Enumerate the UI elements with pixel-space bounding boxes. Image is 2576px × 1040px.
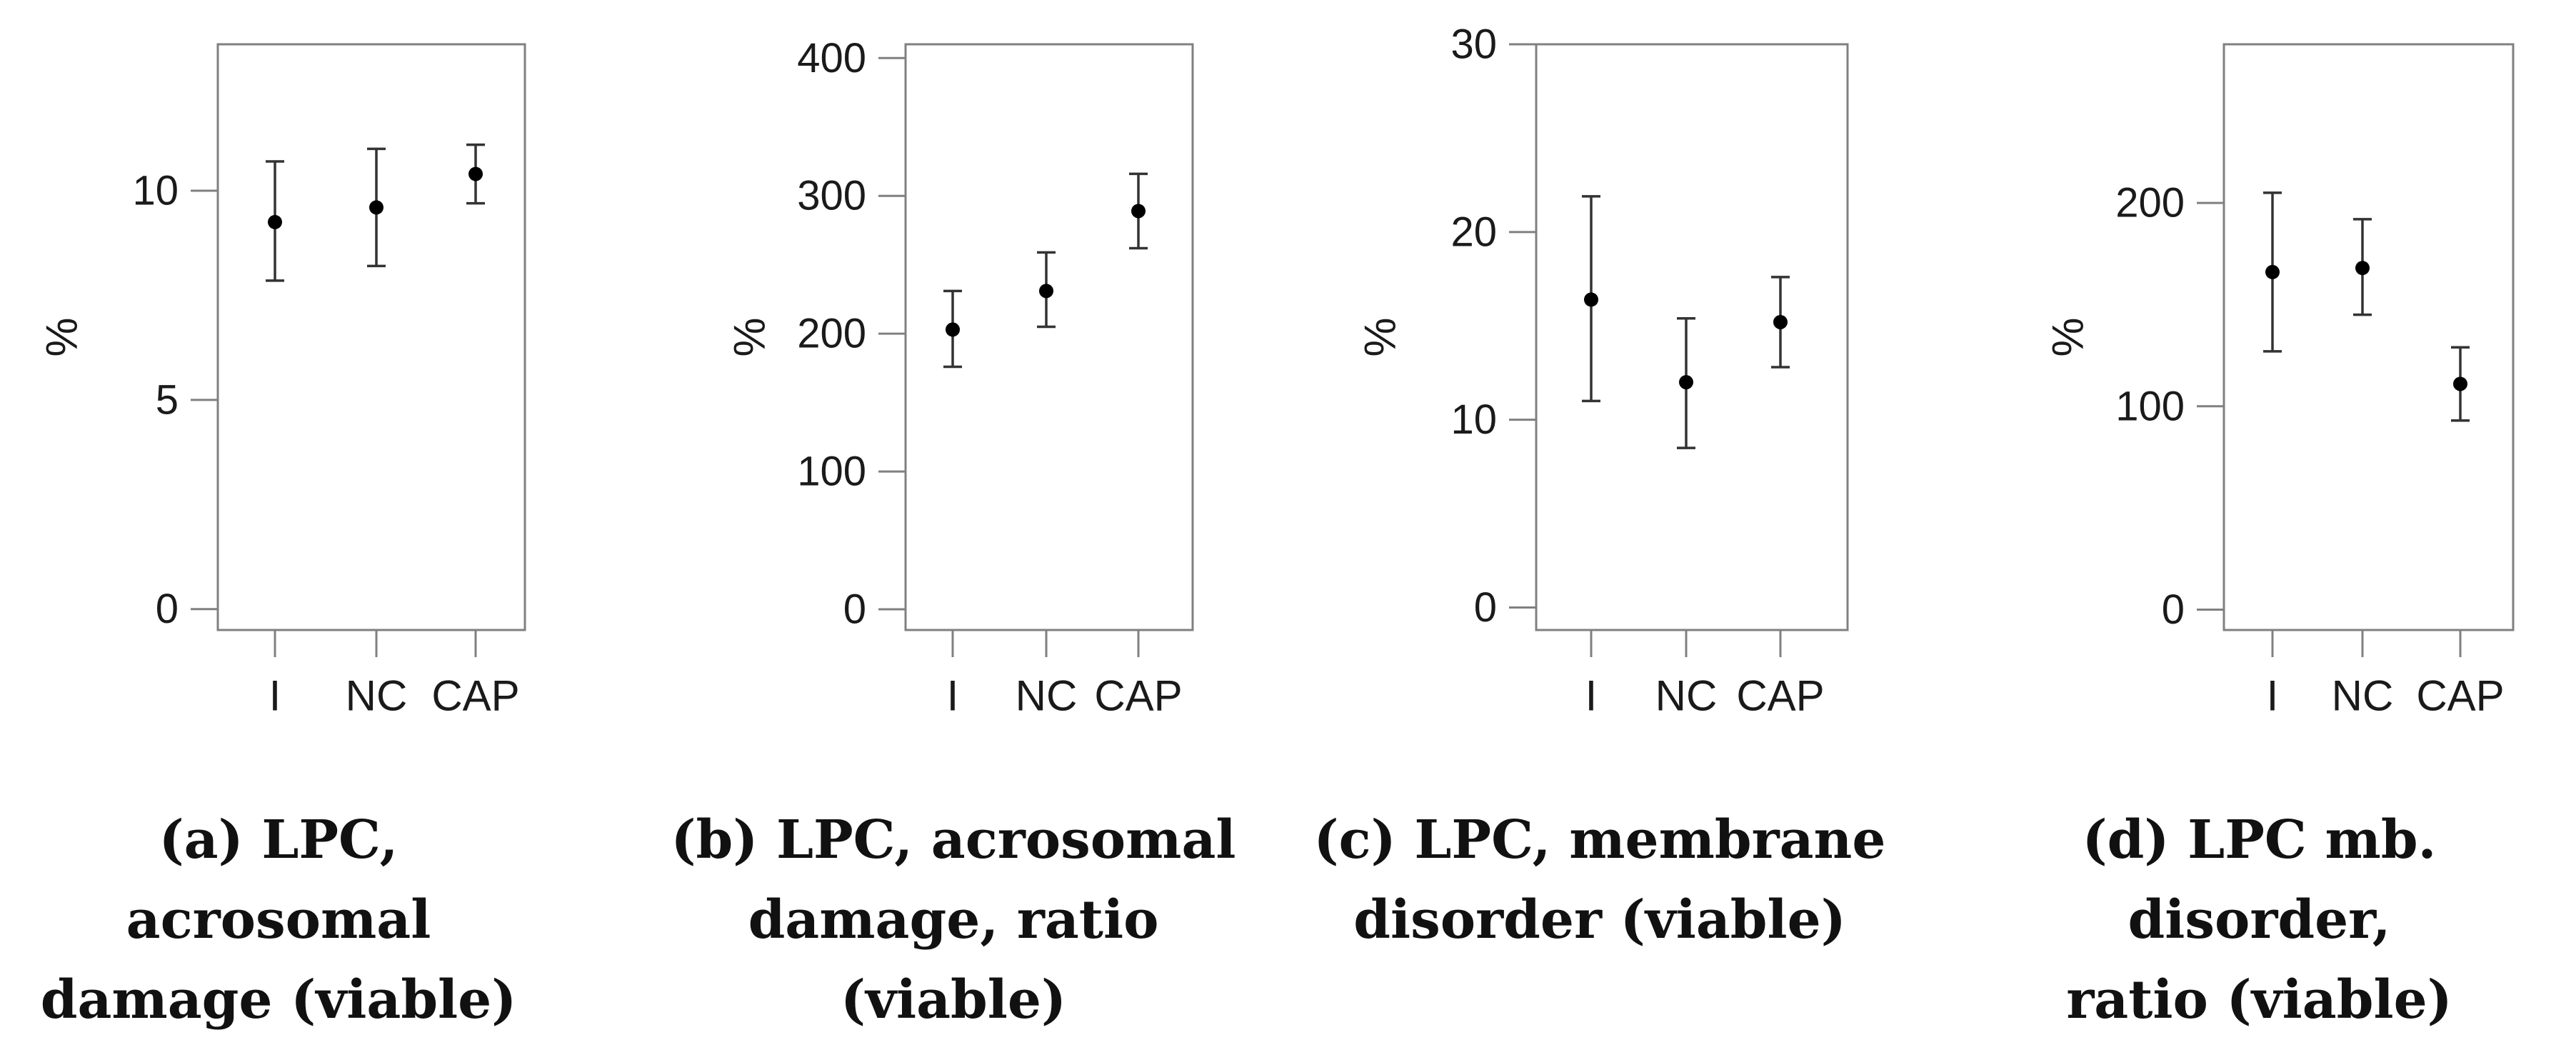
x-tick-label-c-i: I	[1585, 672, 1598, 720]
y-axis-label-c: %	[1356, 317, 1405, 356]
chart-panel-c: 0 10 20 30% I NC CAP (c) LPC, membrane disorde…	[1300, 0, 1943, 989]
data-point-c-cap	[1773, 314, 1788, 329]
caption-a-line-2: damage (viable)	[40, 969, 517, 1031]
y-tick-label-a-0: 0	[156, 586, 179, 632]
x-tick-label-b-i: I	[947, 672, 959, 720]
chart-plot-c: 0 10 20 30% I NC CAP	[1356, 21, 1849, 720]
y-tick-label-b-400: 400	[797, 35, 866, 81]
x-tick-label-d-nc: NC	[2332, 672, 2394, 720]
plot-frame-b	[904, 43, 1194, 631]
data-point-c-nc	[1679, 375, 1693, 390]
caption-a-line-1: (a) LPC, acrosomal	[126, 809, 431, 951]
y-axis-label-b: %	[726, 317, 775, 356]
caption-a: (a) LPC, acrosomal damage (viable)	[0, 800, 557, 1040]
x-tick-label-d-i: I	[2267, 672, 2279, 720]
chart-plot-d: 0 100 200% I NC CAP	[2044, 43, 2515, 720]
x-tick-label-c-nc: NC	[1655, 672, 1718, 720]
caption-d-line-2: ratio (viable)	[2066, 969, 2452, 1031]
caption-d-line-1: (d) LPC mb. disorder,	[2082, 809, 2437, 951]
x-tick-label-a-nc: NC	[346, 672, 408, 720]
plot-frame-d	[2222, 43, 2515, 631]
data-point-d-nc	[2355, 261, 2370, 276]
y-tick-label-c-10: 10	[1450, 396, 1497, 443]
data-point-d-i	[2265, 264, 2280, 279]
y-tick-label-d-100: 100	[2115, 383, 2185, 429]
data-point-b-i	[946, 322, 960, 337]
x-tick-label-d-cap: CAP	[2416, 672, 2504, 720]
y-tick-label-b-300: 300	[797, 173, 866, 219]
chart-panel-a: 0 5 10% I NC CAP (a) LPC, acrosomal damage (v…	[0, 0, 643, 1031]
x-tick-label-a-cap: CAP	[431, 672, 519, 720]
chart-plot-a: 0 5 10% I NC CAP	[38, 43, 526, 720]
data-point-d-cap	[2453, 376, 2467, 391]
x-tick-label-a-i: I	[269, 672, 281, 720]
y-axis-label-d: %	[2044, 317, 2093, 356]
y-tick-label-a-10: 10	[132, 168, 179, 214]
data-point-b-nc	[1039, 284, 1053, 299]
caption-c-line-1: (c) LPC, membrane	[1313, 809, 1886, 871]
x-tick-label-c-cap: CAP	[1736, 672, 1824, 720]
caption-c-line-2: disorder (viable)	[1353, 889, 1846, 951]
y-axis-label-a: %	[38, 317, 87, 356]
y-tick-label-b-200: 200	[797, 311, 866, 357]
y-tick-label-b-100: 100	[797, 449, 866, 495]
caption-b: (b) LPC, acrosomal damage, ratio (viable…	[632, 800, 1275, 1040]
chart-panel-b: 0 100 200 300 400% I NC CAP (b) LPC, acrosomal …	[643, 0, 1286, 1031]
chart-panel-d: 0 100 200% I NC CAP (d) LPC mb. disorder, rat…	[1943, 0, 2576, 1031]
y-tick-label-b-0: 0	[843, 586, 866, 633]
caption-d: (d) LPC mb. disorder, ratio (viable)	[1943, 800, 2576, 1040]
plot-frame-a	[216, 43, 526, 631]
x-tick-label-b-cap: CAP	[1094, 672, 1182, 720]
plot-frame-c	[1535, 43, 1849, 631]
data-point-a-i	[268, 214, 282, 229]
x-tick-label-b-nc: NC	[1016, 672, 1078, 720]
data-point-a-cap	[468, 166, 483, 181]
chart-plot-b: 0 100 200 300 400% I NC CAP	[726, 35, 1194, 720]
caption-b-line-1: (b) LPC, acrosomal	[671, 809, 1236, 871]
data-point-a-nc	[369, 200, 384, 215]
y-tick-label-d-200: 200	[2115, 180, 2185, 226]
y-tick-label-a-5: 5	[156, 376, 179, 423]
caption-b-line-2: damage, ratio (viable)	[748, 889, 1159, 1031]
y-tick-label-c-30: 30	[1450, 21, 1497, 68]
data-point-b-cap	[1131, 204, 1146, 219]
y-tick-label-c-20: 20	[1450, 209, 1497, 255]
caption-c: (c) LPC, membrane disorder (viable)	[1300, 800, 1900, 960]
y-tick-label-d-0: 0	[2162, 586, 2185, 633]
data-point-c-i	[1584, 292, 1598, 307]
y-tick-label-c-0: 0	[1474, 584, 1497, 631]
